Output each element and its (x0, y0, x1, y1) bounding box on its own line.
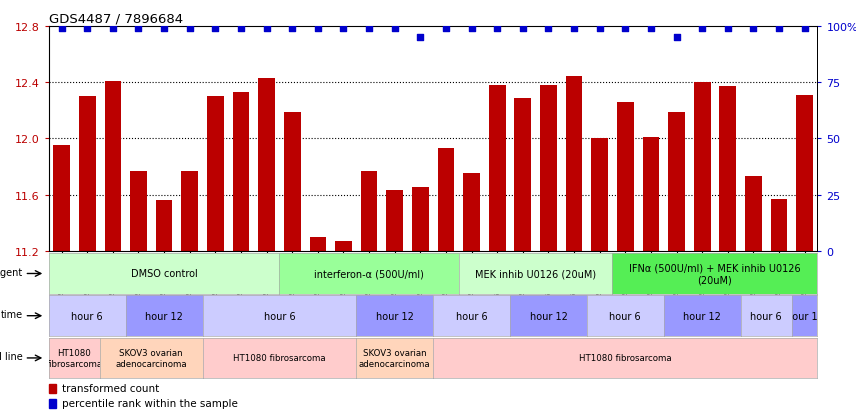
Bar (514, 98, 531, 251)
Text: DMSO control: DMSO control (131, 269, 198, 279)
Point (388, 26, 401, 32)
Point (183, 26, 197, 32)
Point (158, 26, 171, 32)
Bar (796, 95, 813, 251)
Text: HT1080 fibrosarcoma: HT1080 fibrosarcoma (579, 354, 672, 363)
Text: hour 12: hour 12 (530, 311, 568, 321)
Text: GDS4487 / 7896684: GDS4487 / 7896684 (49, 12, 183, 25)
Text: hour 6: hour 6 (264, 311, 295, 321)
Text: cell line: cell line (0, 351, 22, 361)
Point (593, 26, 607, 32)
Text: hour 12: hour 12 (786, 311, 823, 321)
Point (772, 26, 786, 32)
Text: percentile rank within the sample: percentile rank within the sample (62, 399, 238, 408)
Point (568, 26, 581, 32)
Point (798, 26, 811, 32)
Text: hour 6: hour 6 (751, 311, 782, 321)
Bar (745, 177, 762, 251)
Text: hour 12: hour 12 (683, 311, 721, 321)
Bar (720, 87, 736, 251)
Bar (104, 81, 122, 251)
Bar (386, 191, 403, 251)
Point (721, 26, 734, 32)
Point (259, 26, 273, 32)
Bar (360, 171, 377, 251)
Point (132, 26, 146, 32)
Bar (284, 112, 300, 251)
Bar (591, 139, 608, 251)
Point (311, 26, 324, 32)
Point (490, 26, 504, 32)
Bar (489, 86, 506, 251)
Text: hour 6: hour 6 (609, 311, 641, 321)
Bar (130, 171, 146, 251)
Point (285, 26, 299, 32)
Bar (463, 174, 480, 251)
Text: hour 6: hour 6 (71, 311, 103, 321)
Bar (53, 146, 70, 251)
Bar (412, 188, 429, 251)
Point (413, 35, 427, 41)
Text: time: time (1, 309, 22, 319)
Bar (181, 171, 198, 251)
Point (55, 26, 68, 32)
Point (542, 26, 556, 32)
Bar (540, 86, 556, 251)
Point (106, 26, 120, 32)
Text: hour 12: hour 12 (146, 311, 183, 321)
Bar (207, 97, 223, 251)
Point (80, 26, 94, 32)
Point (465, 26, 479, 32)
Point (618, 26, 632, 32)
Text: agent: agent (0, 267, 22, 277)
Text: hour 12: hour 12 (376, 311, 413, 321)
Point (439, 26, 453, 32)
Point (209, 26, 223, 32)
Bar (49, 384, 56, 393)
Point (746, 26, 760, 32)
Bar (566, 77, 582, 251)
Point (336, 26, 350, 32)
Bar (669, 112, 685, 251)
Bar (49, 399, 56, 408)
Point (695, 26, 709, 32)
Text: transformed count: transformed count (62, 383, 159, 393)
Text: SKOV3 ovarian
adenocarcinoma: SKOV3 ovarian adenocarcinoma (116, 349, 187, 368)
Point (644, 26, 657, 32)
Bar (694, 83, 710, 251)
Bar (233, 93, 249, 251)
Bar (770, 199, 788, 251)
Bar (437, 149, 455, 251)
Bar (643, 138, 659, 251)
Bar (617, 102, 633, 251)
Text: IFNα (500U/ml) + MEK inhib U0126
(20uM): IFNα (500U/ml) + MEK inhib U0126 (20uM) (629, 263, 801, 285)
Text: interferon-α (500U/ml): interferon-α (500U/ml) (314, 269, 424, 279)
Bar (259, 79, 275, 251)
Bar (336, 241, 352, 251)
Point (234, 26, 247, 32)
Bar (79, 97, 96, 251)
Bar (156, 201, 172, 251)
Point (669, 35, 683, 41)
Text: hour 6: hour 6 (455, 311, 487, 321)
Text: HT1080 fibrosarcoma: HT1080 fibrosarcoma (233, 354, 326, 363)
Bar (310, 237, 326, 251)
Text: HT1080
fibrosarcoma: HT1080 fibrosarcoma (46, 349, 103, 368)
Text: SKOV3 ovarian
adenocarcinoma: SKOV3 ovarian adenocarcinoma (359, 349, 431, 368)
Text: MEK inhib U0126 (20uM): MEK inhib U0126 (20uM) (475, 269, 596, 279)
Point (362, 26, 376, 32)
Point (516, 26, 530, 32)
